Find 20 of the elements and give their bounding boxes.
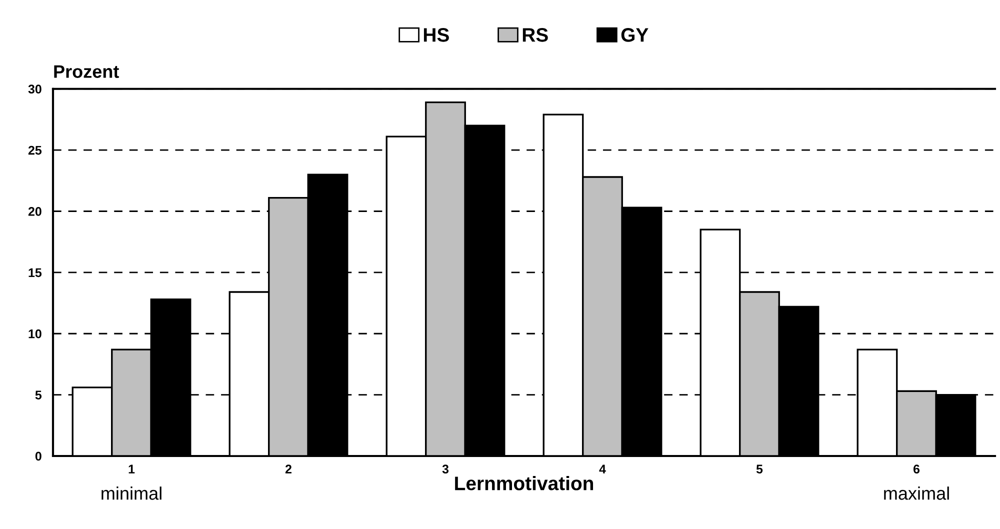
text: minimal: [102, 486, 162, 500]
text: maximal: [884, 486, 949, 500]
legend-label: GY: [621, 28, 648, 42]
x-axis-title: Lernmotivation: [455, 476, 594, 490]
x-tick-label: 5: [756, 464, 763, 474]
x-tick-label: 1: [128, 464, 135, 474]
x-tick-label: 4: [599, 464, 606, 474]
x-tick-label: 6: [913, 464, 920, 474]
y-axis-title: Prozent: [54, 65, 119, 78]
y-tick-label: 20: [28, 207, 42, 216]
legend-label: HS: [424, 28, 449, 42]
x-tick-label: 3: [442, 464, 449, 474]
y-tick-label: 15: [28, 268, 42, 278]
y-tick-label: 10: [28, 329, 42, 338]
y-tick-label: 5: [35, 390, 42, 400]
y-tick-label: 0: [35, 452, 42, 461]
x-tick-label: 2: [285, 464, 292, 474]
y-tick-label: 30: [28, 84, 42, 94]
y-tick-label: 25: [28, 146, 42, 155]
legend-label: RS: [522, 28, 548, 42]
